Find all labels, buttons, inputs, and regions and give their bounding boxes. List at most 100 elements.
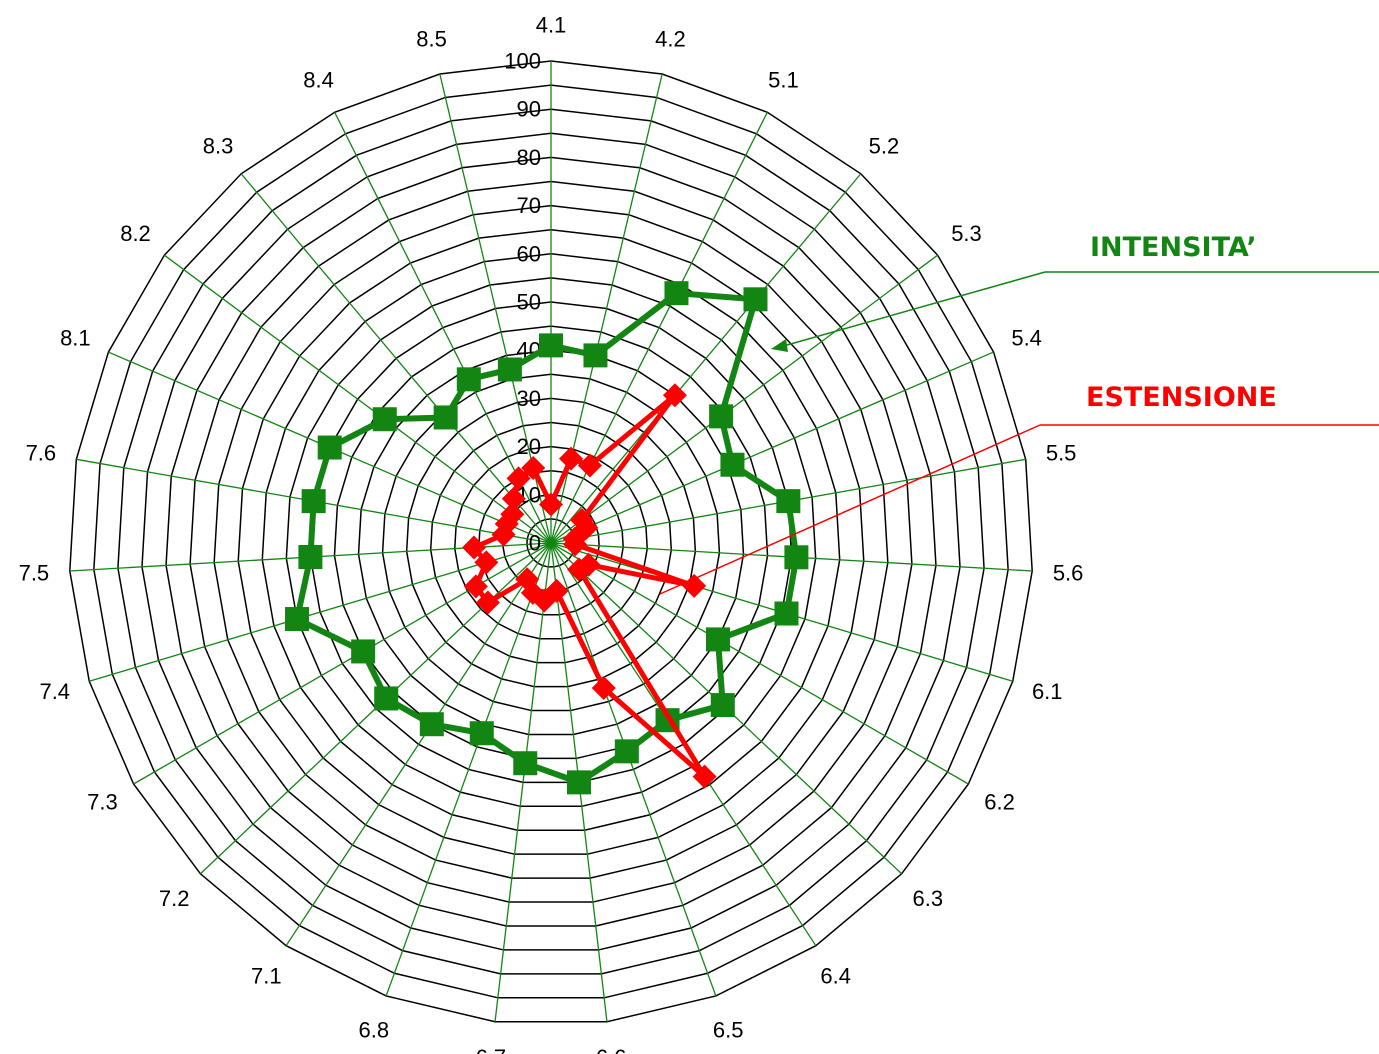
data-point — [475, 590, 500, 615]
estensione-series-label: ESTENSIONE — [1086, 382, 1277, 413]
data-point — [298, 545, 323, 570]
data-point — [743, 287, 768, 312]
estensione-callout-leader — [659, 424, 1041, 595]
data-point — [469, 721, 494, 746]
series-intensita — [285, 281, 809, 795]
category-label: 8.2 — [120, 221, 151, 246]
data-point — [372, 407, 397, 432]
series-estensione — [462, 383, 717, 789]
data-point — [720, 452, 745, 477]
spoke-line — [550, 351, 994, 544]
category-label: 8.3 — [203, 134, 234, 159]
data-point — [614, 739, 639, 764]
spoke-line — [133, 542, 552, 785]
spoke-line — [550, 173, 862, 544]
category-label: 5.2 — [869, 134, 900, 159]
spoke-line — [550, 111, 768, 544]
category-label: 4.2 — [655, 26, 686, 51]
data-point — [506, 466, 531, 491]
data-point — [539, 492, 563, 517]
grid-ring — [117, 108, 985, 975]
category-label: 5.3 — [951, 221, 982, 246]
data-point — [710, 693, 735, 718]
data-point — [513, 751, 538, 776]
grid-ring — [429, 421, 673, 664]
spoke-line — [550, 542, 717, 997]
data-point — [559, 446, 584, 471]
radial-tick-label: 70 — [517, 193, 541, 218]
category-label: 8.1 — [60, 325, 91, 350]
radial-tick-label: 80 — [517, 145, 541, 170]
data-point — [709, 404, 734, 429]
category-label: 5.4 — [1011, 325, 1042, 350]
series-line — [471, 392, 708, 780]
category-label: 8.4 — [303, 68, 334, 93]
data-point — [662, 383, 687, 408]
grid-ring — [309, 301, 793, 784]
data-point — [433, 405, 458, 430]
radial-tick-label: 100 — [504, 49, 541, 74]
radial-tick-label: 30 — [517, 386, 541, 411]
radial-tick-label: 60 — [517, 241, 541, 266]
grid-ring — [237, 228, 865, 855]
spoke-line — [494, 542, 552, 1022]
radial-tick-label: 90 — [517, 97, 541, 122]
category-label: 6.4 — [820, 963, 851, 988]
data-point — [491, 522, 516, 547]
data-point — [521, 455, 546, 480]
series-line — [294, 290, 800, 786]
data-point — [692, 764, 717, 789]
data-point — [705, 627, 730, 652]
spoke-line — [550, 254, 939, 544]
category-label: 7.2 — [159, 886, 190, 911]
data-point — [462, 535, 487, 560]
category-label: 6.3 — [912, 886, 943, 911]
category-label: 6.7 — [476, 1045, 507, 1054]
spoke-line — [385, 542, 552, 997]
grid-ring — [165, 156, 937, 927]
category-label: 6.6 — [596, 1045, 627, 1054]
data-point — [539, 333, 563, 358]
category-label: 5.1 — [768, 68, 799, 93]
data-point — [776, 489, 801, 514]
grid-ring — [93, 84, 1009, 999]
radial-tick-label: 20 — [517, 434, 541, 459]
grid-ring — [333, 325, 769, 760]
data-point — [494, 511, 519, 536]
data-point — [285, 607, 310, 632]
series-layer — [285, 281, 809, 795]
data-point — [577, 453, 602, 478]
category-label: 7.5 — [19, 561, 50, 586]
data-point — [474, 550, 499, 575]
grid-ring — [454, 445, 648, 640]
intensita-callout-arrowhead — [771, 339, 788, 352]
data-point — [784, 545, 809, 570]
category-label: 6.1 — [1032, 679, 1063, 704]
data-point — [567, 557, 592, 582]
data-point — [351, 639, 376, 664]
data-point — [463, 574, 488, 599]
data-point — [515, 567, 540, 592]
data-point — [591, 675, 616, 700]
category-label: 7.3 — [87, 790, 118, 815]
data-point — [583, 343, 608, 368]
grid-ring — [285, 277, 817, 808]
intensita-series-label: INTENSITA’ — [1090, 232, 1257, 263]
grid-ring — [213, 204, 889, 879]
grid-ring — [261, 253, 841, 831]
spoke-line — [550, 542, 969, 785]
data-point — [317, 435, 342, 460]
grid-rings — [69, 60, 1033, 1023]
grid-ring — [478, 469, 624, 616]
category-label: 4.1 — [536, 13, 567, 38]
data-point — [301, 489, 326, 514]
data-point — [500, 502, 525, 527]
category-label: 7.6 — [26, 441, 57, 466]
data-point — [774, 601, 799, 626]
category-label: 7.4 — [39, 679, 70, 704]
radial-tick-label: 0 — [529, 531, 541, 556]
category-label: 8.5 — [416, 26, 447, 51]
category-labels: 4.1 4.2 5.1 5.2 5.3 5.4 5.5 5.6 6.1 6.2 6.3 6.4 6.5 6… — [19, 13, 1084, 1054]
category-label: 6.5 — [713, 1017, 744, 1042]
